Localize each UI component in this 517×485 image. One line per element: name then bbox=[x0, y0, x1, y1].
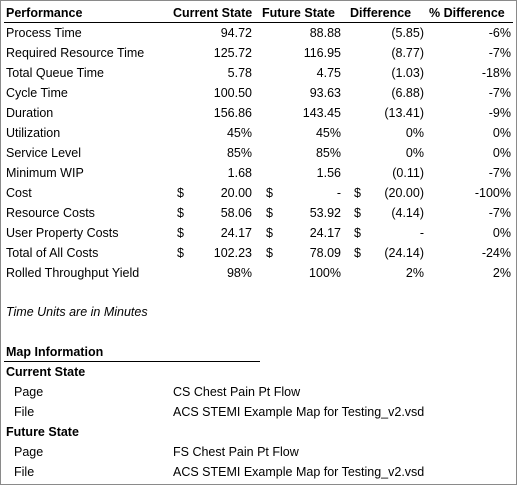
row-current-value: 58.06 bbox=[220, 206, 252, 220]
row-current-value: 125.72 bbox=[213, 46, 252, 60]
row-current-value: 100.50 bbox=[213, 86, 252, 100]
row-label: Total Queue Time bbox=[6, 66, 104, 80]
row-current-currency: $ bbox=[177, 246, 184, 260]
row-pct-difference: -7% bbox=[488, 86, 511, 100]
row-future-value: 116.95 bbox=[303, 46, 341, 60]
row-pct-difference: -9% bbox=[488, 106, 511, 120]
row-future-value: 88.88 bbox=[309, 26, 341, 40]
future-page-label: Page bbox=[14, 445, 44, 459]
row-current-value: 24.17 bbox=[220, 226, 252, 240]
row-label: Utilization bbox=[6, 126, 61, 140]
row-future-value: 78.09 bbox=[309, 246, 341, 260]
current-page-value: CS Chest Pain Pt Flow bbox=[173, 385, 301, 399]
row-pct-difference: -24% bbox=[481, 246, 511, 260]
row-current-value: 20.00 bbox=[220, 186, 252, 200]
header-future-state: Future State bbox=[262, 6, 335, 20]
row-future-value: 24.17 bbox=[309, 226, 341, 240]
row-current-value: 102.23 bbox=[213, 246, 252, 260]
row-difference-currency: $ bbox=[354, 206, 361, 220]
row-current-value: 45% bbox=[226, 126, 252, 140]
row-difference-value: 0% bbox=[405, 146, 424, 160]
row-difference-currency: $ bbox=[354, 186, 361, 200]
current-file-value: ACS STEMI Example Map for Testing_v2.vsd bbox=[173, 405, 425, 419]
row-difference-value: (0.11) bbox=[392, 166, 424, 180]
row-label: Duration bbox=[6, 106, 54, 120]
row-future-value: 93.63 bbox=[309, 86, 341, 100]
map-info-title: Map Information bbox=[6, 345, 104, 359]
row-current-currency: $ bbox=[177, 186, 184, 200]
row-difference-value: - bbox=[419, 226, 424, 240]
row-current-value: 94.72 bbox=[220, 26, 252, 40]
row-label: Rolled Throughput Yield bbox=[6, 266, 140, 280]
row-future-currency: $ bbox=[266, 206, 273, 220]
row-pct-difference: -7% bbox=[488, 206, 511, 220]
row-difference-value: (1.03) bbox=[391, 66, 424, 80]
row-future-currency: $ bbox=[266, 186, 273, 200]
current-file-label: File bbox=[14, 405, 35, 419]
current-state-heading: Current State bbox=[6, 365, 86, 379]
row-future-value: 143.45 bbox=[302, 106, 341, 120]
row-difference-value: 2% bbox=[405, 266, 424, 280]
row-label: Total of All Costs bbox=[6, 246, 99, 260]
row-current-value: 156.86 bbox=[213, 106, 252, 120]
row-future-value: - bbox=[336, 186, 341, 200]
map-info-underline bbox=[4, 361, 260, 362]
row-current-value: 5.78 bbox=[227, 66, 252, 80]
row-pct-difference: 0% bbox=[492, 146, 511, 160]
row-label: Minimum WIP bbox=[6, 166, 84, 180]
header-underline bbox=[4, 22, 513, 23]
row-difference-currency: $ bbox=[354, 226, 361, 240]
row-label: Process Time bbox=[6, 26, 82, 40]
row-difference-value: (24.14) bbox=[384, 246, 424, 260]
row-pct-difference: -18% bbox=[481, 66, 511, 80]
row-future-value: 1.56 bbox=[316, 166, 341, 180]
row-label: User Property Costs bbox=[6, 226, 119, 240]
row-future-currency: $ bbox=[266, 226, 273, 240]
future-state-heading: Future State bbox=[6, 425, 79, 439]
row-current-value: 98% bbox=[226, 266, 252, 280]
row-future-value: 100% bbox=[309, 266, 341, 280]
row-pct-difference: 0% bbox=[492, 126, 511, 140]
row-current-currency: $ bbox=[177, 226, 184, 240]
header-pct-difference: % Difference bbox=[429, 6, 505, 20]
header-performance: Performance bbox=[6, 6, 83, 20]
row-current-value: 1.68 bbox=[227, 166, 252, 180]
row-pct-difference: 0% bbox=[492, 226, 511, 240]
row-difference-value: (4.14) bbox=[391, 206, 424, 220]
row-future-value: 53.92 bbox=[309, 206, 341, 220]
row-current-value: 85% bbox=[226, 146, 252, 160]
row-difference-value: 0% bbox=[405, 126, 424, 140]
row-pct-difference: -7% bbox=[488, 166, 511, 180]
row-difference-value: (20.00) bbox=[384, 186, 424, 200]
future-file-label: File bbox=[14, 465, 35, 479]
row-label: Cycle Time bbox=[6, 86, 68, 100]
row-label: Cost bbox=[6, 186, 32, 200]
row-difference-value: (5.85) bbox=[391, 26, 424, 40]
row-future-value: 45% bbox=[315, 126, 341, 140]
row-difference-value: (8.77) bbox=[391, 46, 424, 60]
row-pct-difference: -6% bbox=[488, 26, 511, 40]
row-current-currency: $ bbox=[177, 206, 184, 220]
row-difference-value: (6.88) bbox=[391, 86, 424, 100]
future-file-value: ACS STEMI Example Map for Testing_v2.vsd bbox=[173, 465, 425, 479]
row-pct-difference: -100% bbox=[474, 186, 511, 200]
row-label: Required Resource Time bbox=[6, 46, 145, 60]
header-current-state: Current State bbox=[173, 6, 253, 20]
future-page-value: FS Chest Pain Pt Flow bbox=[173, 445, 299, 459]
row-label: Resource Costs bbox=[6, 206, 95, 220]
row-future-value: 4.75 bbox=[316, 66, 341, 80]
current-page-label: Page bbox=[14, 385, 44, 399]
row-future-currency: $ bbox=[266, 246, 273, 260]
row-pct-difference: 2% bbox=[492, 266, 511, 280]
row-pct-difference: -7% bbox=[488, 46, 511, 60]
row-difference-currency: $ bbox=[354, 246, 361, 260]
row-difference-value: (13.41) bbox=[384, 106, 424, 120]
time-units-note: Time Units are in Minutes bbox=[6, 305, 148, 319]
header-difference: Difference bbox=[350, 6, 412, 20]
row-label: Service Level bbox=[6, 146, 82, 160]
row-future-value: 85% bbox=[315, 146, 341, 160]
